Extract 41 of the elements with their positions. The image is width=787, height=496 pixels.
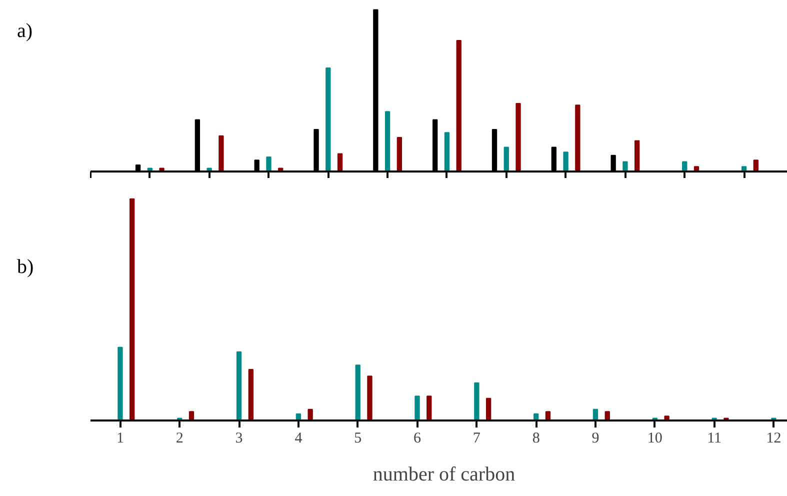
x-tick-label: 1	[116, 430, 124, 446]
x-tick-label: 9	[592, 430, 600, 446]
x-axis-title: number of carbon	[372, 464, 516, 486]
bar	[326, 67, 331, 172]
bar	[474, 382, 480, 420]
x-tick-label: 3	[235, 430, 243, 446]
bar	[563, 152, 568, 172]
bar	[444, 132, 450, 172]
bar	[218, 135, 224, 172]
bar	[355, 364, 360, 420]
bar	[337, 153, 343, 172]
bar	[504, 146, 509, 172]
bar	[396, 137, 402, 172]
bar	[575, 104, 580, 172]
bar	[753, 160, 758, 172]
bar	[486, 398, 492, 420]
bar	[118, 346, 123, 420]
bar	[516, 103, 521, 172]
text: a)	[17, 19, 33, 44]
bar	[426, 396, 432, 420]
bar	[236, 351, 242, 420]
x-tick-label: 10	[647, 430, 662, 446]
x-tick-label: 2	[176, 430, 184, 446]
bar	[248, 369, 254, 420]
x-tick-label: 5	[354, 430, 362, 446]
bar	[266, 156, 272, 172]
bar	[622, 161, 628, 172]
x-tick-label: 4	[294, 430, 303, 446]
x-tick-label: 12	[766, 430, 782, 446]
bar	[634, 140, 640, 172]
x-tick-label: 8	[532, 430, 540, 446]
x-tick-label: 6	[414, 430, 422, 446]
bar	[414, 396, 420, 420]
x-tick-label: 7	[472, 430, 481, 446]
text: b)	[17, 255, 34, 280]
bar	[308, 408, 313, 420]
bar	[384, 111, 390, 172]
bar	[130, 198, 135, 420]
x-tick-label: 11	[707, 430, 722, 446]
bar	[456, 40, 462, 172]
bar	[367, 376, 372, 420]
